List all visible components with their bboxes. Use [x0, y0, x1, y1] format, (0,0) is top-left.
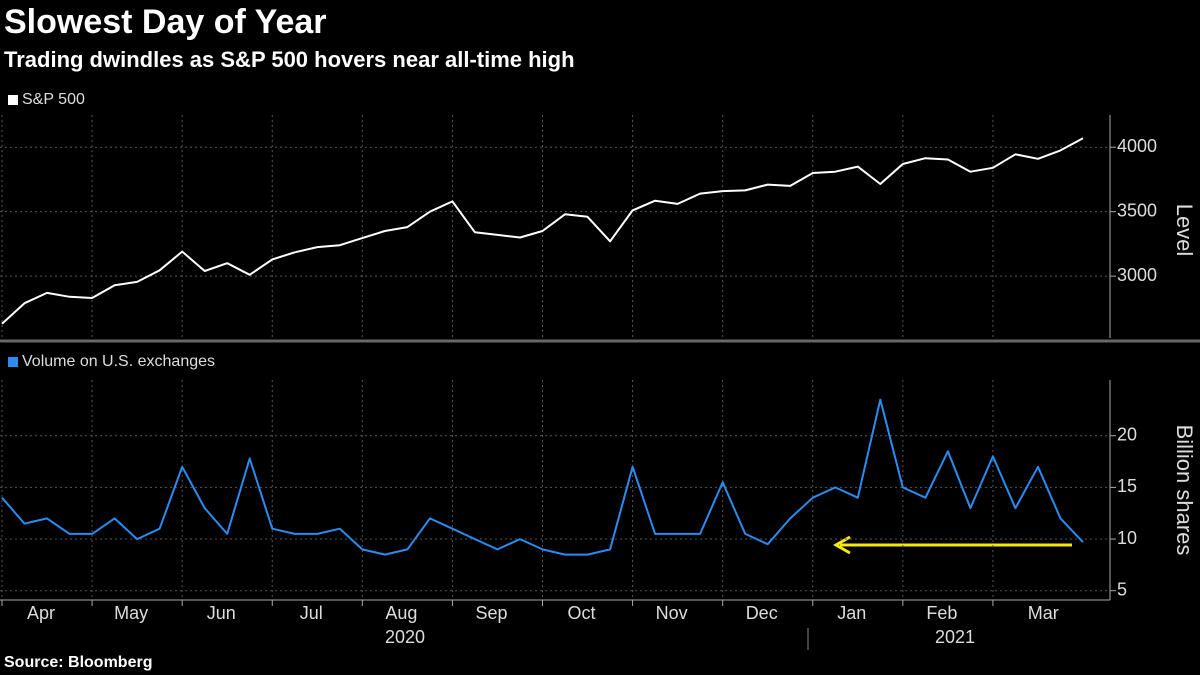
x-tick-label: Sep — [475, 603, 507, 623]
legend-label: S&P 500 — [22, 91, 85, 108]
year-label: 2020 — [385, 627, 425, 647]
legend-swatch — [8, 95, 18, 105]
y-tick-label: 5 — [1117, 579, 1127, 599]
x-tick-label: Mar — [1028, 603, 1059, 623]
y-tick-label: 15 — [1117, 476, 1137, 496]
y-tick-label: 20 — [1117, 425, 1137, 445]
x-tick-label: Jul — [300, 603, 323, 623]
chart-title: Slowest Day of Year — [4, 3, 327, 41]
year-label: 2021 — [935, 627, 975, 647]
data-line — [1, 137, 1084, 325]
y-axis-title: Level — [1172, 204, 1197, 257]
legend-swatch — [8, 357, 18, 367]
x-tick-label: Dec — [746, 603, 778, 623]
y-tick-label: 4000 — [1117, 136, 1157, 156]
x-tick-label: Feb — [926, 603, 957, 623]
y-axis-title: Billion shares — [1172, 425, 1197, 556]
arrow-annotation — [832, 535, 1072, 555]
x-tick-label: Jun — [207, 603, 236, 623]
y-tick-label: 3500 — [1117, 200, 1157, 220]
x-tick-label: Nov — [656, 603, 688, 623]
x-tick-label: Apr — [27, 603, 55, 623]
x-tick-label: Oct — [568, 603, 596, 623]
x-tick-label: Aug — [385, 603, 417, 623]
data-line — [1, 398, 1084, 556]
y-tick-label: 10 — [1117, 528, 1137, 548]
x-tick-label: May — [114, 603, 148, 623]
legend-label: Volume on U.S. exchanges — [22, 353, 215, 370]
x-tick-label: Jan — [837, 603, 866, 623]
chart-subtitle: Trading dwindles as S&P 500 hovers near … — [4, 47, 575, 72]
source: Source: Bloomberg — [4, 654, 152, 671]
y-tick-label: 3000 — [1117, 265, 1157, 285]
